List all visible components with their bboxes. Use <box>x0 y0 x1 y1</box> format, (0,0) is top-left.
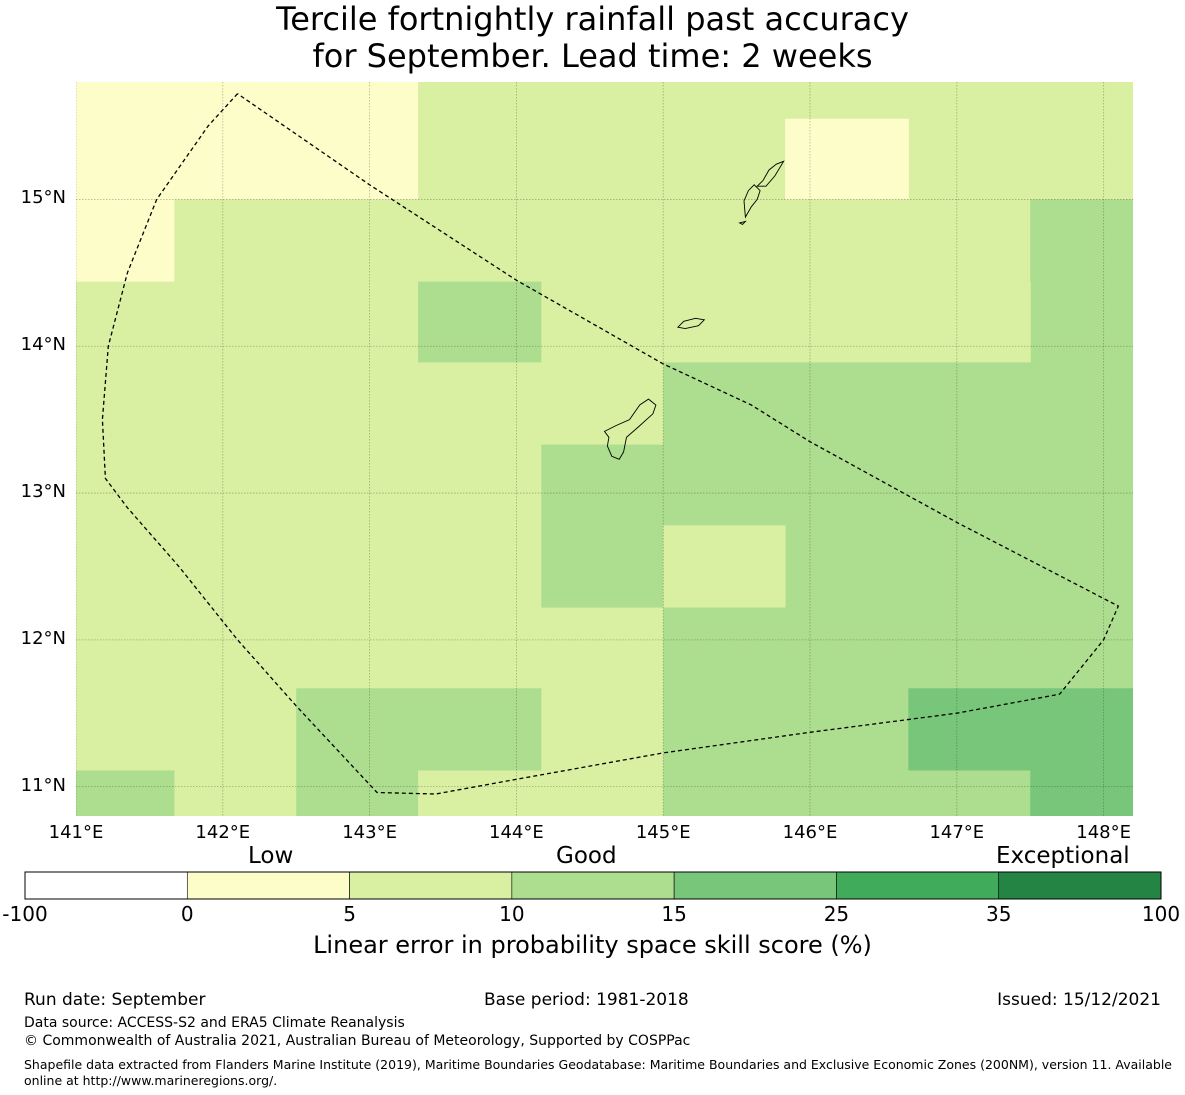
skill-cell <box>174 770 297 816</box>
skill-cell <box>541 688 664 771</box>
longitude-tick-label: 146°E <box>782 822 838 843</box>
colorbar-segment <box>349 871 513 900</box>
eez-boundary-layer <box>101 93 1120 795</box>
map-title-line-2: for September. Lead time: 2 weeks <box>312 37 873 75</box>
colorbar-tick: 15 <box>661 902 687 926</box>
colorbar-segment <box>673 871 837 900</box>
skill-cell <box>76 362 664 446</box>
longitude-tick-label: 141°E <box>48 822 104 843</box>
skill-cell <box>785 118 909 200</box>
skill-cell <box>663 770 1031 816</box>
skill-cell <box>76 444 542 609</box>
island-outline <box>743 184 761 219</box>
data-source: Data source: ACCESS-S2 and ERA5 Climate … <box>24 1015 405 1031</box>
latitude-tick-label: 13°N <box>20 481 66 503</box>
skill-cell <box>76 607 664 689</box>
longitude-tick-label: 144°E <box>489 822 544 843</box>
island-outline <box>676 317 706 330</box>
skill-cell <box>663 607 1133 689</box>
skill-cell <box>296 770 419 816</box>
category-exceptional-label: Exceptional <box>996 843 1130 869</box>
colorbar-segment <box>24 871 188 900</box>
latitude-tick-label: 12°N <box>20 627 66 649</box>
skill-map <box>76 82 1133 816</box>
copyright-notice: © Commonwealth of Australia 2021, Austra… <box>24 1033 691 1049</box>
skill-cell <box>663 688 909 771</box>
island-outline <box>756 160 785 187</box>
colorbar-tick: 100 <box>1141 902 1181 926</box>
skill-cell <box>418 82 1133 200</box>
issued-date: Issued: 15/12/2021 <box>997 990 1161 1010</box>
skill-cell <box>76 82 419 200</box>
colorbar-tick: 35 <box>985 902 1012 926</box>
graticule-layer <box>76 82 1133 816</box>
skill-cell <box>663 525 786 609</box>
skill-cell <box>541 281 1031 363</box>
longitude-tick-label: 143°E <box>342 822 397 843</box>
colorbar-tick: 10 <box>499 902 525 926</box>
skill-cell <box>1030 199 1133 363</box>
skill-cell <box>908 688 1133 771</box>
colorbar-segment <box>511 871 675 900</box>
category-low-label: Low <box>248 843 294 869</box>
skill-cell <box>76 770 175 816</box>
category-good-label: Good <box>556 843 617 869</box>
skill-cells-layer <box>76 82 1133 816</box>
colorbar-tick: -100 <box>2 902 48 926</box>
colorbar-segment <box>998 871 1162 900</box>
skill-cell <box>76 688 297 771</box>
colorbar-tick: 25 <box>823 902 850 926</box>
longitude-tick-label: 142°E <box>195 822 251 843</box>
colorbar-label: Linear error in probability space skill … <box>313 931 872 959</box>
island-outline <box>603 398 657 460</box>
colorbar-tick: 5 <box>343 902 356 926</box>
skill-cell <box>76 281 419 363</box>
skill-cell <box>76 199 175 283</box>
colorbar-tick: 0 <box>180 902 194 926</box>
coastline-layer <box>603 160 785 460</box>
latitude-tick-label: 14°N <box>20 334 66 356</box>
longitude-tick-label: 145°E <box>635 822 691 843</box>
skill-cell <box>296 688 542 771</box>
island-outline <box>738 220 747 225</box>
skill-cell <box>418 281 542 363</box>
skill-cell <box>174 199 1031 283</box>
colorbar-segment <box>836 871 1000 900</box>
colorbar <box>24 871 1162 900</box>
colorbar-frame <box>24 871 1162 900</box>
shapefile-credit: Shapefile data extracted from Flanders M… <box>24 1057 1172 1088</box>
skill-cell <box>418 770 664 816</box>
longitude-tick-label: 148°E <box>1076 822 1131 843</box>
skill-cell <box>1030 770 1133 816</box>
longitude-tick-label: 147°E <box>929 822 985 843</box>
eez-boundary-line <box>101 93 1120 795</box>
skill-cell <box>541 444 664 609</box>
latitude-tick-label: 15°N <box>20 187 66 209</box>
base-period: Base period: 1981-2018 <box>484 990 689 1010</box>
run-date: Run date: September <box>24 990 206 1010</box>
map-title-line-1: Tercile fortnightly rainfall past accura… <box>276 0 909 38</box>
colorbar-segment <box>186 871 350 900</box>
latitude-tick-label: 11°N <box>20 774 66 796</box>
